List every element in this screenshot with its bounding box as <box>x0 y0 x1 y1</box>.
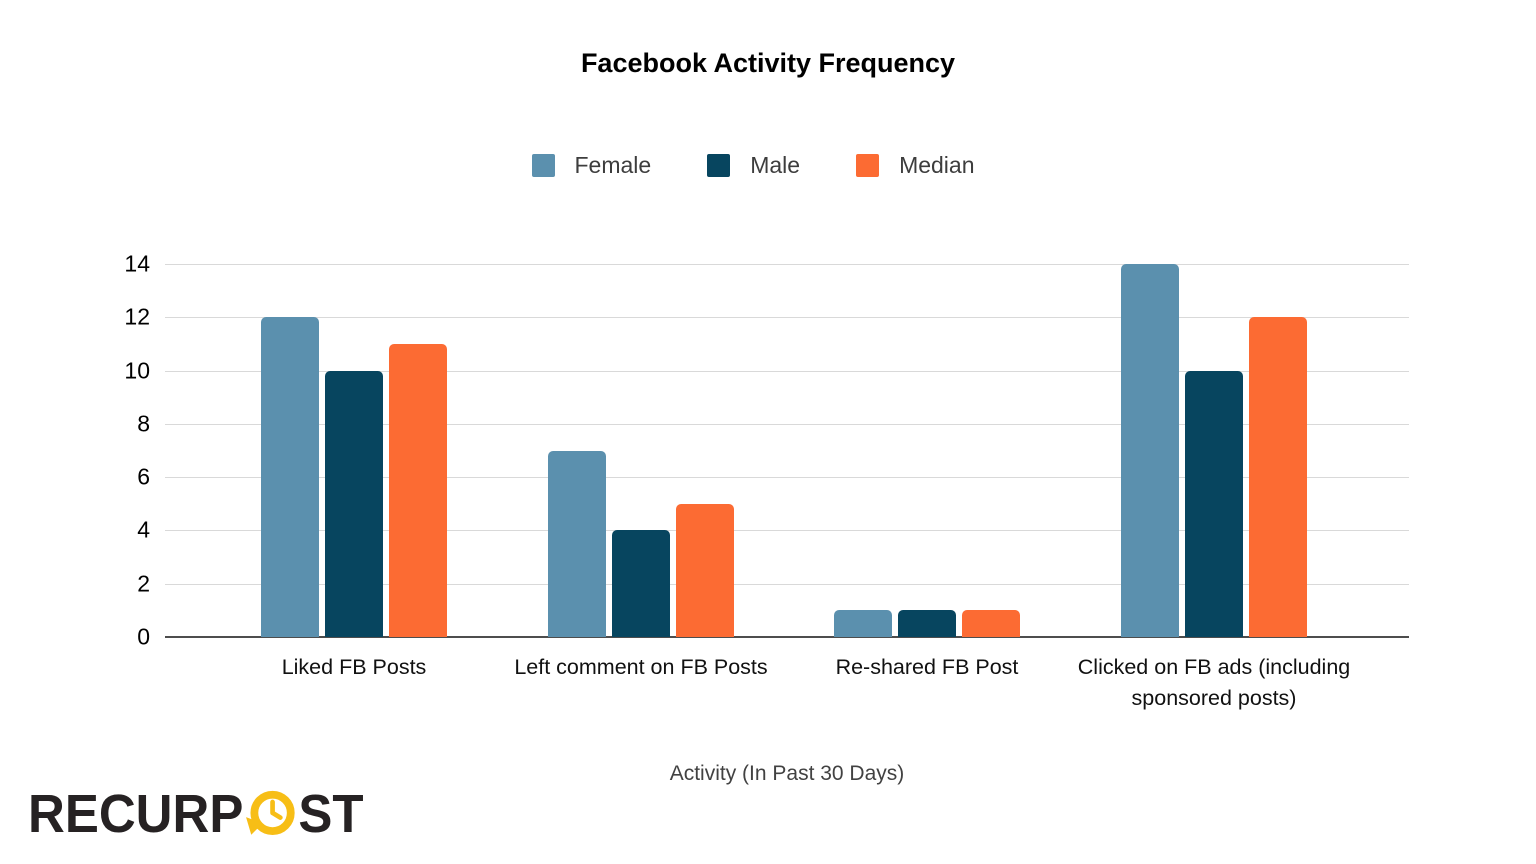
bar-male-1 <box>325 370 383 637</box>
gridline-8 <box>165 423 1409 425</box>
category-label-3: Re-shared FB Post <box>835 655 1019 679</box>
legend-label-male: Male <box>750 152 801 178</box>
x-axis-category-labels: Liked FB Posts Left comment on FB Posts Re… <box>165 650 1409 747</box>
y-tick-label-4: 4 <box>137 516 150 543</box>
bar-group-4 <box>1121 264 1307 637</box>
legend-swatch-female <box>531 154 555 177</box>
y-tick-label-12: 12 <box>124 303 150 330</box>
plot-area <box>165 264 1409 638</box>
category-label-4: Clicked on FB ads (including sponsored p… <box>1077 655 1351 710</box>
bar-male-3 <box>898 610 956 637</box>
gridline-14 <box>165 264 1409 265</box>
legend-label-female: Female <box>574 152 652 178</box>
bar-male-4 <box>1185 370 1243 637</box>
bar-group-3 <box>834 610 1020 637</box>
logo-text-left: RECURP <box>28 783 244 843</box>
y-tick-label-14: 14 <box>124 250 150 277</box>
bar-median-4 <box>1249 317 1307 637</box>
legend-item-male: Male <box>707 152 800 179</box>
legend-item-female: Female <box>531 152 652 179</box>
bar-median-1 <box>389 343 447 637</box>
x-axis-baseline <box>165 636 1409 638</box>
category-label-2: Left comment on FB Posts <box>514 655 768 679</box>
y-tick-label-0: 0 <box>137 623 150 650</box>
gridline-6 <box>165 477 1409 479</box>
logo-text-right: ST <box>298 783 364 843</box>
gridline-2 <box>165 583 1409 585</box>
bar-male-2 <box>612 530 670 637</box>
bar-female-3 <box>834 610 892 637</box>
legend-label-median: Median <box>899 152 975 178</box>
bar-female-1 <box>261 317 319 637</box>
recurpost-logo: RECURP ST <box>28 782 364 844</box>
x-axis-title: Activity (In Past 30 Days) <box>669 762 905 785</box>
bar-median-2 <box>676 503 734 637</box>
category-label-1: Liked FB Posts <box>281 655 427 679</box>
y-tick-label-8: 8 <box>137 410 150 437</box>
bar-female-2 <box>548 450 606 637</box>
y-tick-label-6: 6 <box>137 463 150 490</box>
bar-group-2 <box>548 450 734 637</box>
bar-group-1 <box>261 317 447 637</box>
legend-swatch-median <box>856 154 880 177</box>
legend: Female Male Median <box>0 152 1506 179</box>
gridline-12 <box>165 317 1409 319</box>
chart-title: Facebook Activity Frequency <box>580 48 956 78</box>
bar-median-3 <box>962 610 1020 637</box>
gridline-10 <box>165 370 1409 372</box>
y-tick-label-10: 10 <box>124 357 150 384</box>
legend-item-median: Median <box>856 152 975 179</box>
y-axis-ticks: 0 2 4 6 8 10 12 14 <box>90 251 150 650</box>
y-tick-label-2: 2 <box>137 570 150 597</box>
bar-female-4 <box>1121 264 1179 637</box>
gridline-4 <box>165 530 1409 532</box>
clock-icon <box>246 790 296 836</box>
legend-swatch-male <box>707 154 731 177</box>
